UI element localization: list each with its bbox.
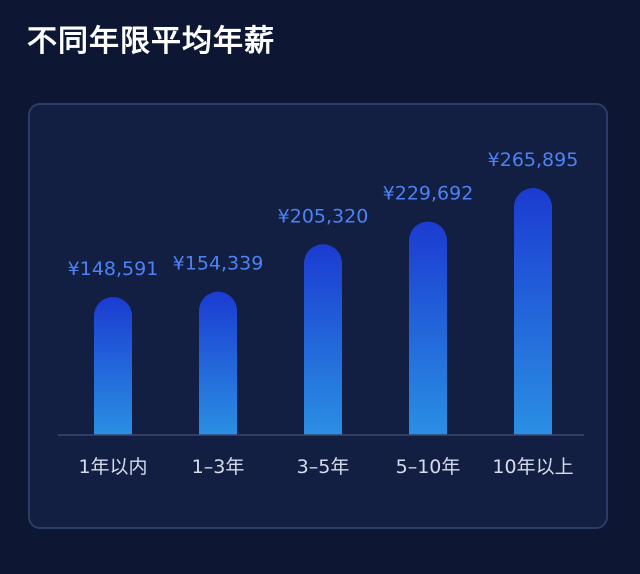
category-label-1: 1年以内 xyxy=(78,456,147,478)
chart-card: ¥148,591 ¥154,339 ¥205,320 ¥229,692 ¥265,895… xyxy=(28,103,608,529)
page-title: 不同年限平均年薪 xyxy=(27,24,275,59)
category-labels-layer: 1年以内 1–3年 3–5年 5–10年 10年以上 xyxy=(78,456,573,478)
value-labels-layer: ¥148,591 ¥154,339 ¥205,320 ¥229,692 ¥265,895 xyxy=(68,149,579,280)
bar-3 xyxy=(304,244,342,435)
bar-2 xyxy=(199,291,237,435)
value-label-4: ¥229,692 xyxy=(383,183,474,205)
bar-chart: ¥148,591 ¥154,339 ¥205,320 ¥229,692 ¥265,895… xyxy=(58,149,584,478)
category-label-3: 3–5年 xyxy=(297,456,350,478)
bar-4 xyxy=(409,221,447,435)
value-label-1: ¥148,591 xyxy=(68,258,159,280)
category-label-4: 5–10年 xyxy=(396,456,461,478)
category-label-2: 1–3年 xyxy=(192,456,245,478)
value-label-3: ¥205,320 xyxy=(278,205,369,227)
category-label-5: 10年以上 xyxy=(492,456,573,478)
value-label-2: ¥154,339 xyxy=(173,253,264,275)
bars-layer xyxy=(94,188,552,435)
bar-1 xyxy=(94,296,132,435)
bar-5 xyxy=(514,188,552,435)
value-label-5: ¥265,895 xyxy=(488,149,579,171)
